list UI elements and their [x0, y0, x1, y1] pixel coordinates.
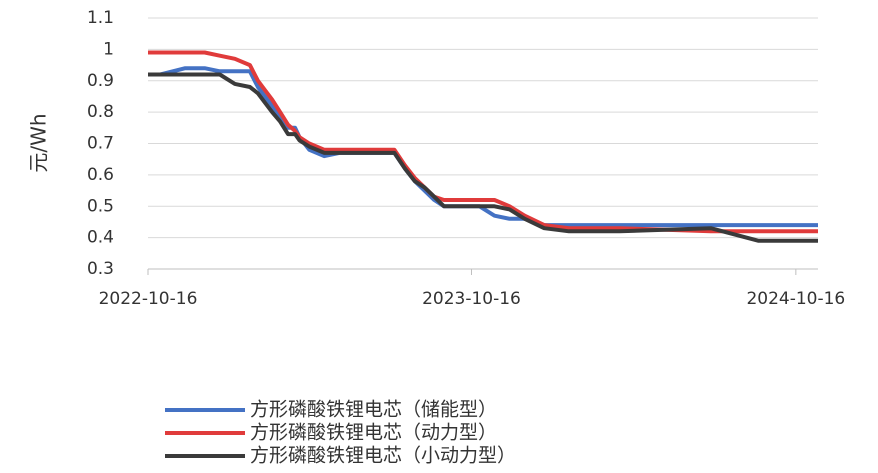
y-tick-label: 0.4: [87, 228, 114, 248]
y-axis-label: 元/Wh: [27, 113, 51, 172]
x-tick-label: 2023-10-16: [422, 289, 521, 309]
y-tick-label: 0.7: [87, 134, 114, 154]
y-tick-label: 0.5: [87, 196, 114, 216]
x-tick-label: 2022-10-16: [99, 289, 198, 309]
legend-label: 方形磷酸铁锂电芯（动力型）: [250, 422, 497, 444]
series-line: [148, 72, 818, 243]
x-tick-label: 2024-10-16: [746, 289, 845, 309]
legend-label: 方形磷酸铁锂电芯（小动力型）: [250, 445, 516, 467]
y-tick-label: 0.8: [87, 102, 114, 122]
legend-label: 方形磷酸铁锂电芯（储能型）: [250, 399, 497, 421]
y-tick-label: 1.1: [87, 8, 114, 28]
series-line: [148, 50, 818, 234]
y-tick-label: 0.9: [87, 71, 114, 91]
y-tick-label: 0.3: [87, 259, 114, 279]
y-tick-label: 0.6: [87, 165, 114, 185]
y-tick-label: 1: [103, 39, 114, 59]
